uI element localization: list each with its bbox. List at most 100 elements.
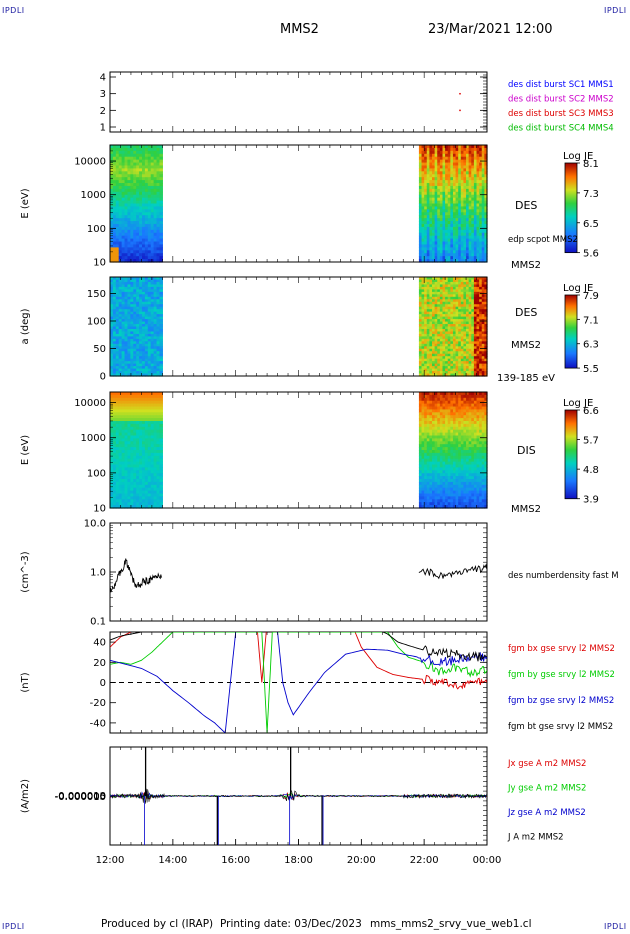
heatmap-cell: [147, 423, 152, 428]
heatmap-cell: [156, 452, 161, 457]
heatmap-cell: [437, 197, 441, 202]
heatmap-cell: [124, 476, 129, 480]
heatmap-cell: [153, 218, 158, 222]
heatmap-cell: [124, 291, 129, 295]
heatmap-cell: [136, 429, 140, 434]
heatmap-cell: [455, 403, 459, 408]
heatmap-cell: [437, 294, 441, 298]
heatmap-cell: [121, 203, 126, 208]
heatmap-cell: [426, 209, 431, 213]
heatmap-cell: [141, 212, 146, 216]
heatmap-cell: [426, 435, 431, 439]
heatmap-cell: [455, 294, 459, 298]
heatmap-cell: [426, 326, 431, 330]
heatmap-cell: [442, 316, 446, 320]
heatmap-cell: [468, 321, 472, 325]
heatmap-cell: [115, 200, 120, 205]
heatmap-cell: [121, 159, 126, 164]
heatmap-cell: [452, 247, 457, 251]
heatmap-cell: [429, 447, 433, 451]
heatmap-cell: [118, 194, 123, 199]
heatmap-cell: [112, 150, 117, 155]
heatmap-cell: [463, 150, 467, 155]
heatmap-cell: [130, 458, 134, 463]
heatmap-cell: [484, 229, 488, 234]
heatmap-cell: [130, 289, 134, 293]
heatmap-cell: [455, 218, 459, 222]
heatmap-cell: [421, 348, 425, 352]
heatmap-cell: [463, 348, 467, 352]
heatmap-cell: [463, 200, 467, 205]
heatmap-cell: [439, 221, 444, 225]
heatmap-cell: [455, 253, 459, 257]
heatmap-cell: [150, 316, 155, 320]
heatmap-cell: [124, 309, 129, 313]
heatmap-cell: [124, 165, 129, 169]
burst-point: [459, 92, 461, 95]
heatmap-cell: [418, 253, 423, 257]
heatmap-cell: [144, 423, 149, 428]
heatmap-cell: [455, 153, 459, 158]
heatmap-cell: [466, 150, 470, 155]
heatmap-cell: [118, 215, 123, 219]
heatmap-cell: [133, 432, 137, 437]
heatmap-cell: [118, 341, 123, 345]
heatmap-cell: [124, 358, 129, 362]
heatmap-cell: [418, 289, 423, 293]
heatmap-cell: [127, 438, 131, 442]
heatmap-cell: [426, 203, 431, 208]
heatmap-cell: [136, 361, 140, 365]
heatmap-cell: [156, 476, 161, 480]
heatmap-cell: [479, 279, 483, 283]
heatmap-cell: [452, 153, 457, 158]
heatmap-cell: [130, 244, 134, 248]
heatmap-cell: [153, 392, 158, 396]
heatmap-cell: [466, 247, 470, 251]
heatmap-cell: [455, 281, 459, 286]
burst-y-tick-label: 2: [100, 106, 106, 117]
heatmap-cell: [153, 159, 158, 164]
heatmap-cell: [442, 309, 446, 313]
heatmap-cell: [133, 165, 137, 169]
heatmap-cell: [127, 392, 131, 396]
heatmap-cell: [159, 392, 163, 396]
heatmap-cell: [471, 253, 475, 257]
heatmap-cell: [426, 423, 431, 428]
heatmap-cell: [115, 301, 120, 305]
heatmap-cell: [130, 341, 134, 345]
heatmap-cell: [455, 174, 459, 178]
heatmap-cell: [434, 147, 438, 152]
heatmap-cell: [421, 314, 425, 318]
heatmap-cell: [429, 421, 433, 425]
heatmap-cell: [110, 235, 114, 240]
heatmap-cell: [434, 162, 438, 167]
heatmap-cell: [150, 185, 155, 190]
heatmap-cell: [121, 351, 126, 355]
heatmap-cell: [418, 490, 423, 495]
heatmap-cell: [468, 368, 472, 372]
heatmap-cell: [479, 212, 483, 216]
heatmap-cell: [130, 286, 134, 290]
heatmap-cell: [127, 299, 131, 303]
heatmap-cell: [463, 301, 467, 305]
heatmap-cell: [115, 366, 120, 370]
heatmap-cell: [130, 306, 134, 310]
heatmap-cell: [121, 191, 126, 196]
heatmap-cell: [121, 493, 126, 497]
heatmap-cell: [434, 371, 438, 375]
heatmap-cell: [130, 180, 134, 184]
heatmap-cell: [481, 150, 485, 155]
heatmap-cell: [466, 218, 470, 222]
heatmap-cell: [424, 476, 428, 480]
heatmap-cell: [445, 203, 449, 208]
heatmap-cell: [437, 309, 441, 313]
heatmap-cell: [468, 177, 472, 181]
heatmap-cell: [110, 314, 114, 318]
heatmap-cell: [471, 223, 475, 228]
heatmap-cell: [452, 373, 457, 377]
heatmap-cell: [452, 294, 457, 298]
heatmap-cell: [442, 392, 446, 396]
heatmap-cell: [153, 286, 158, 290]
heatmap-cell: [426, 277, 431, 281]
heatmap-cell: [133, 441, 137, 445]
